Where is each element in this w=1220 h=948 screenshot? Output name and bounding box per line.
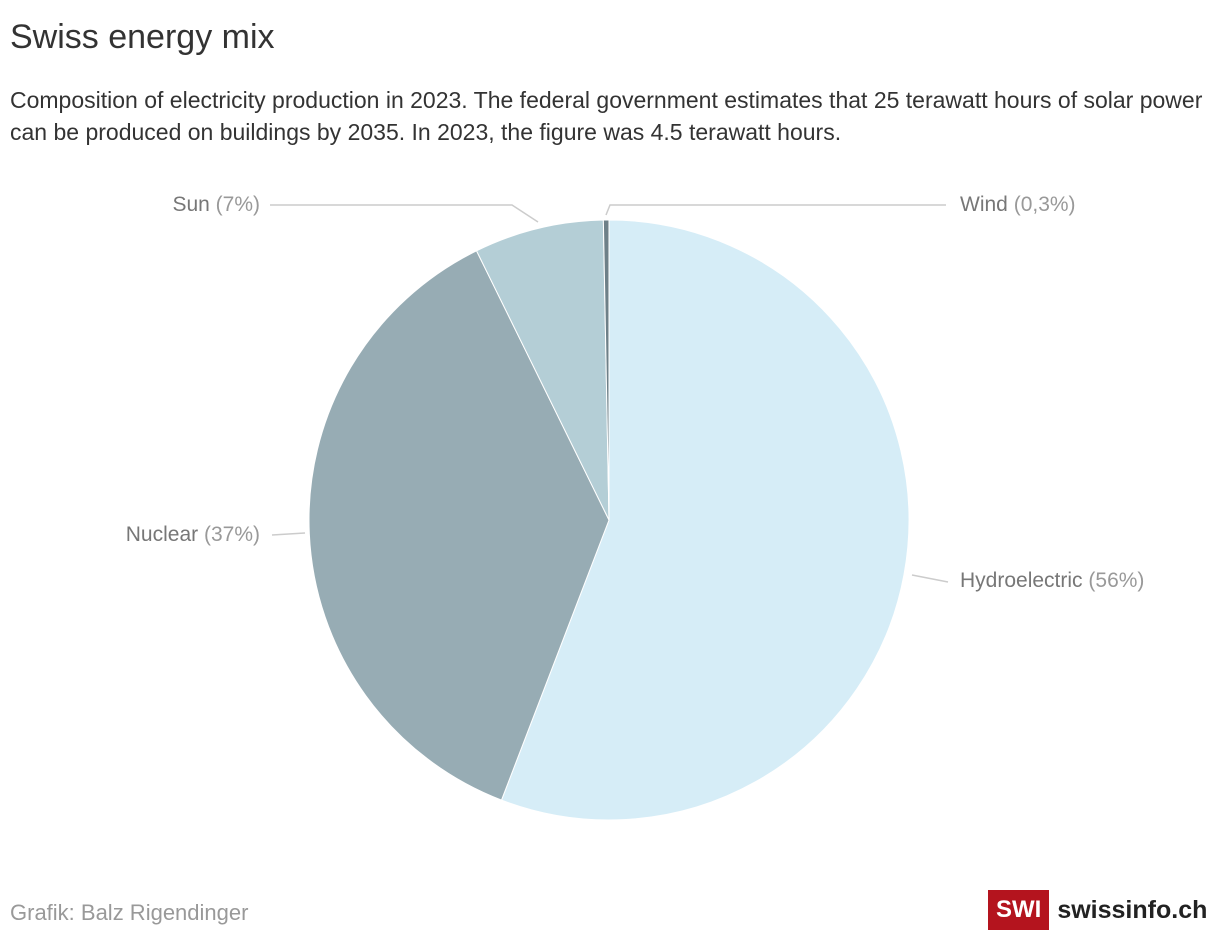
slice-label-nuclear: Nuclear (37%) (126, 523, 260, 547)
pie-slice-hydroelectric (500, 219, 910, 821)
chart-title: Swiss energy mix (10, 18, 275, 56)
logo-site: swissinfo.ch (1057, 895, 1208, 924)
label-pct: (37%) (203, 523, 260, 546)
leader-line-nuclear (271, 532, 306, 536)
label-pct: (56%) (1088, 569, 1145, 592)
leader-line-wind (605, 204, 946, 216)
label-name: Hydroelectric (960, 569, 1083, 592)
label-pct: (7%) (215, 193, 260, 216)
label-name: Nuclear (125, 523, 199, 546)
credit: Grafik: Balz Rigendinger (10, 900, 249, 925)
leader-line-sun (270, 204, 539, 223)
label-name: Wind (960, 193, 1008, 216)
slice-label-sun: Sun (7%) (172, 193, 260, 217)
chart-subtitle: Composition of electricity production in… (10, 87, 1203, 145)
pie-slice-nuclear (308, 250, 610, 801)
swissinfo-logo[interactable]: SWI swissinfo.ch (988, 890, 1207, 930)
slice-label-hydroelectric: Hydroelectric (56%) (960, 569, 1144, 593)
label-name: Sun (172, 193, 210, 216)
leader-line-hydro (911, 574, 949, 583)
logo-mark: SWI (988, 890, 1050, 930)
slice-label-wind: Wind (0,3%) (960, 193, 1076, 217)
pie-slice-sun (475, 219, 610, 521)
pie-slice-wind (602, 219, 610, 521)
label-pct: (0,3%) (1013, 193, 1076, 216)
